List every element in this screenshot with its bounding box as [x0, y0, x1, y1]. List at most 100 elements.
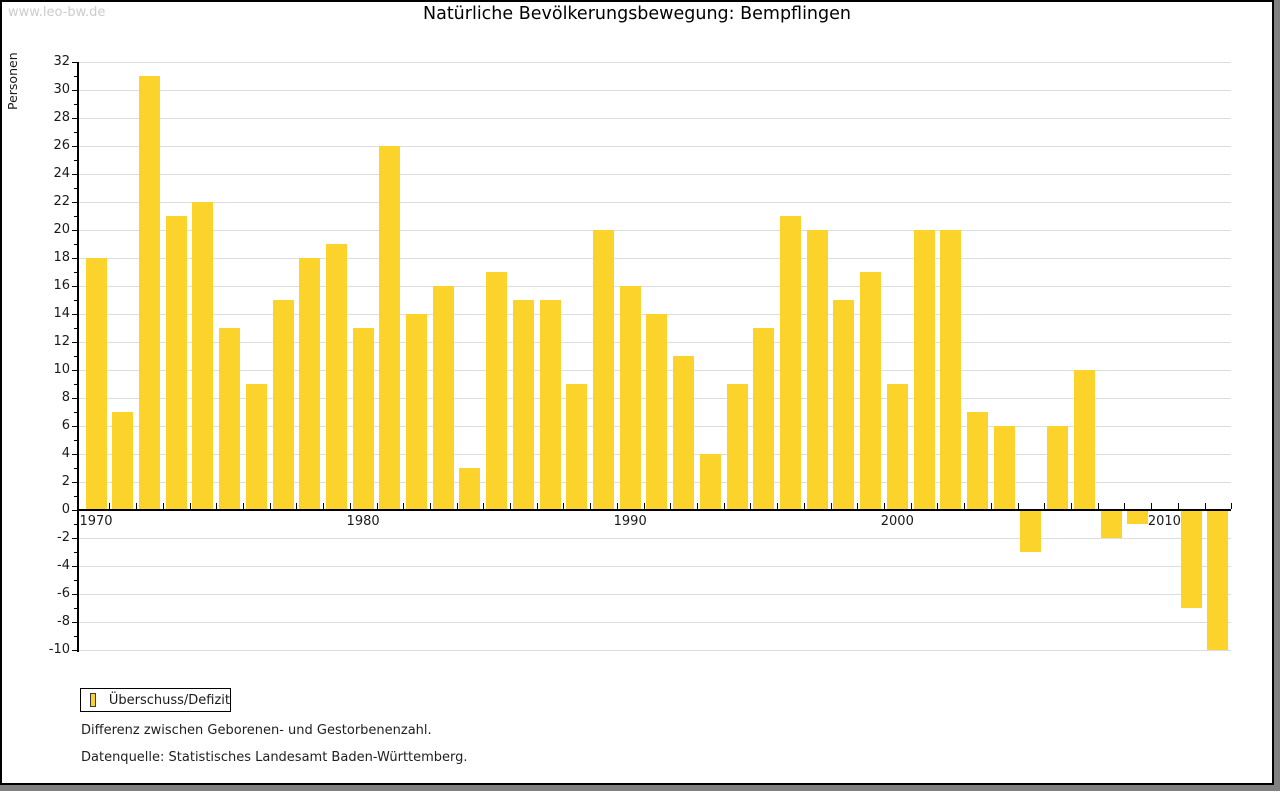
y-minor-tick [74, 496, 77, 497]
bar-1997 [806, 230, 828, 510]
y-minor-tick [74, 440, 77, 441]
bar-1982 [406, 314, 427, 510]
bar-1992 [673, 356, 695, 510]
bar-1995 [753, 328, 775, 510]
y-tick-label: -6 [57, 586, 70, 601]
bar-2007 [1073, 370, 1095, 510]
gridline [79, 202, 1231, 203]
bar-1972 [138, 76, 160, 510]
watermark: www.leo-bw.de [8, 5, 106, 20]
x-tick [403, 503, 405, 509]
y-tick-label: 6 [61, 418, 70, 433]
bar-2006 [1047, 426, 1069, 510]
y-minor-tick [74, 216, 77, 217]
bar-2002 [940, 230, 962, 510]
y-minor-tick [74, 328, 77, 329]
y-minor-tick [74, 76, 77, 77]
note-description: Differenz zwischen Geborenen- und Gestor… [81, 723, 432, 738]
gridline [79, 230, 1231, 231]
bar-1991 [646, 314, 668, 510]
x-tick [456, 503, 458, 509]
y-tick-label: 10 [53, 362, 70, 377]
y-major-tick [72, 146, 77, 147]
y-tick-label: 12 [53, 334, 70, 349]
y-minor-tick [74, 132, 77, 133]
x-tick [590, 503, 592, 509]
x-tick [1070, 503, 1072, 509]
y-minor-tick [74, 552, 77, 553]
x-tick [376, 503, 378, 509]
y-major-tick [72, 202, 77, 203]
y-major-tick [72, 426, 77, 427]
x-tick [1151, 503, 1152, 509]
y-major-tick [72, 622, 77, 623]
x-tick [242, 503, 244, 509]
y-tick-label: 8 [61, 390, 70, 405]
bar-1974 [192, 202, 214, 510]
y-major-tick [72, 174, 77, 175]
plot-area: -10 -8 -6 -4 -2 0 2 4 6 8 10 12 14 16 18 20 22 24 26 28 30 32… [2, 2, 1272, 783]
gridline [79, 118, 1231, 119]
y-major-tick [72, 650, 77, 651]
gridline [79, 90, 1231, 91]
y-tick-label: -10 [48, 642, 70, 657]
gridline [79, 622, 1231, 623]
x-axis-line [77, 509, 1231, 511]
y-tick-label: -8 [57, 614, 70, 629]
bar-1973 [165, 216, 187, 510]
x-tick [510, 503, 511, 509]
bar-1975 [219, 328, 241, 510]
bar-1979 [325, 244, 347, 510]
y-major-tick [72, 566, 77, 567]
x-tick [162, 503, 164, 509]
y-major-tick [72, 314, 77, 315]
gridline [79, 258, 1231, 259]
y-tick-label: -4 [57, 558, 70, 573]
x-tick [643, 503, 645, 509]
y-minor-tick [74, 468, 77, 469]
y-tick-label: 32 [53, 54, 70, 69]
y-tick-label: 28 [53, 110, 70, 125]
x-tick [1124, 503, 1126, 509]
y-minor-tick [74, 636, 77, 637]
y-major-tick [72, 398, 77, 399]
x-tick-label: 1980 [346, 514, 380, 529]
y-minor-tick [74, 580, 77, 581]
x-tick [990, 503, 992, 509]
x-tick [1177, 503, 1179, 509]
bar-1990 [619, 286, 641, 510]
x-tick [697, 503, 698, 509]
y-tick-label: 24 [53, 166, 70, 181]
y-minor-tick [74, 384, 77, 385]
x-tick [349, 503, 351, 509]
x-tick [269, 503, 271, 509]
y-tick-label: 30 [53, 82, 70, 97]
gridline [79, 538, 1231, 539]
x-tick [1231, 503, 1233, 509]
y-major-tick [72, 538, 77, 539]
y-tick-label: 4 [61, 446, 70, 461]
x-tick [109, 503, 111, 509]
chart-title: Natürliche Bevölkerungsbewegung: Bempfli… [423, 4, 851, 24]
bar-1978 [299, 258, 321, 510]
y-major-tick [72, 90, 77, 91]
y-major-tick [72, 342, 77, 343]
y-major-tick [72, 454, 77, 455]
x-tick [830, 503, 832, 509]
x-tick [296, 503, 298, 509]
bar-1994 [726, 384, 748, 510]
y-major-tick [72, 594, 77, 595]
x-tick [136, 503, 138, 509]
y-major-tick [72, 286, 77, 287]
bar-2005 [1020, 510, 1042, 552]
x-tick [189, 503, 191, 509]
bar-2008 [1100, 510, 1122, 538]
x-tick [536, 503, 538, 509]
y-major-tick [72, 510, 77, 511]
legend-label: Überschuss/Defizit [108, 692, 230, 708]
y-minor-tick [74, 104, 77, 105]
x-tick [429, 503, 431, 509]
x-tick [616, 503, 618, 509]
bar-1971 [112, 412, 134, 510]
